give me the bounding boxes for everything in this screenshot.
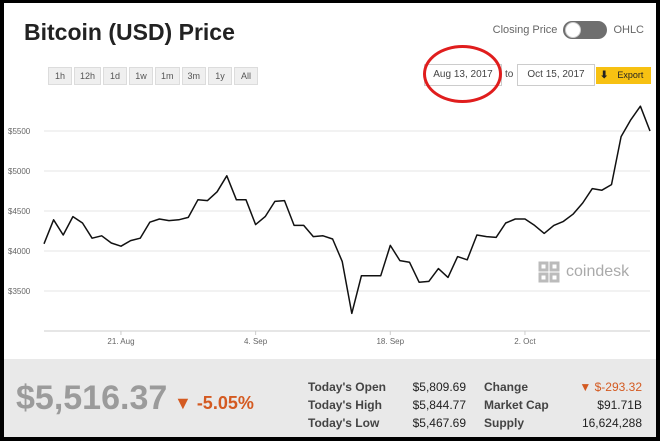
chart-panel: Bitcoin (USD) Price Closing Price OHLC 1… bbox=[4, 3, 656, 437]
range-buttons: 1h 12h 1d 1w 1m 3m 1y All bbox=[48, 67, 259, 85]
price-mode-toggle-group: Closing Price OHLC bbox=[493, 21, 644, 39]
market-cap-label: Market Cap bbox=[484, 398, 549, 412]
supply-value: 16,624,288 bbox=[581, 416, 642, 430]
range-3m-button[interactable]: 3m bbox=[181, 67, 207, 85]
today-open-label: Today's Open bbox=[308, 380, 386, 394]
today-high-label: Today's High bbox=[308, 398, 382, 412]
change-value: ▼ $-293.32 bbox=[579, 380, 642, 394]
today-low-label: Today's Low bbox=[308, 416, 380, 430]
toggle-knob bbox=[565, 22, 582, 38]
range-1d-button[interactable]: 1d bbox=[103, 67, 128, 85]
today-open-value: $5,809.69 bbox=[412, 380, 466, 394]
watermark-text: coindesk bbox=[566, 263, 630, 280]
range-1h-button[interactable]: 1h bbox=[48, 67, 72, 85]
today-high-value: $5,844.77 bbox=[412, 398, 466, 412]
range-1y-button[interactable]: 1y bbox=[208, 67, 233, 85]
percent-change: ▼ -5.05% bbox=[174, 393, 254, 413]
y-tick-label: $5500 bbox=[8, 127, 31, 136]
coindesk-watermark: coindesk bbox=[538, 261, 629, 283]
red-highlight-circle bbox=[423, 45, 502, 103]
range-12h-button[interactable]: 12h bbox=[74, 67, 102, 85]
x-tick-label: 21. Aug bbox=[107, 337, 134, 346]
to-date-input[interactable]: Oct 15, 2017 bbox=[517, 64, 595, 86]
range-1w-button[interactable]: 1w bbox=[129, 67, 154, 85]
price-line-chart: $3500 $4000 $4500 $5000 $5500 21. Aug 4. Sep 18… bbox=[8, 105, 651, 346]
page-title: Bitcoin (USD) Price bbox=[24, 19, 235, 45]
supply-label: Supply bbox=[484, 416, 525, 430]
y-tick-label: $5000 bbox=[8, 167, 31, 176]
x-tick-label: 18. Sep bbox=[376, 337, 404, 346]
current-price: $5,516.37 bbox=[16, 379, 168, 417]
stats-bar: $5,516.37 ▼ -5.05% Today's Open $5,809.6… bbox=[4, 359, 656, 437]
download-icon: ⬇ bbox=[600, 70, 609, 81]
range-1m-button[interactable]: 1m bbox=[155, 67, 180, 85]
export-label: Export bbox=[617, 70, 644, 80]
y-tick-label: $4000 bbox=[8, 247, 31, 256]
y-tick-label: $3500 bbox=[8, 287, 31, 296]
change-label: Change bbox=[484, 380, 529, 394]
x-tick-label: 2. Oct bbox=[514, 337, 536, 346]
market-cap-value: $91.71B bbox=[597, 398, 642, 412]
price-series-line bbox=[43, 105, 651, 315]
closing-price-label: Closing Price bbox=[492, 24, 558, 36]
y-tick-label: $4500 bbox=[8, 207, 31, 216]
ohlc-label: OHLC bbox=[613, 24, 644, 36]
today-low-value: $5,467.69 bbox=[412, 416, 466, 430]
to-label: to bbox=[505, 69, 514, 80]
range-all-button[interactable]: All bbox=[234, 67, 259, 85]
x-tick-label: 4. Sep bbox=[244, 337, 268, 346]
coindesk-logo-icon bbox=[538, 261, 560, 283]
export-button[interactable]: ⬇ Export bbox=[596, 67, 651, 84]
price-mode-toggle[interactable] bbox=[563, 21, 608, 39]
